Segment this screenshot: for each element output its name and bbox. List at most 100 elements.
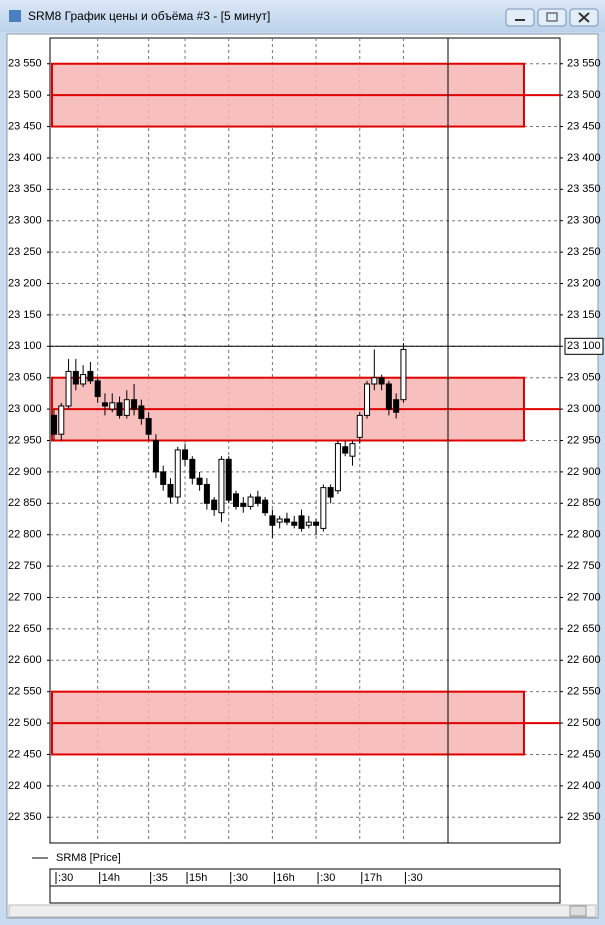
- crosshair-label: 23 100: [567, 340, 601, 352]
- x-tick-label: :30: [233, 872, 248, 884]
- maximize-button[interactable]: [537, 8, 567, 27]
- candle-body: [276, 518, 283, 523]
- x-tick-label: 14h: [102, 872, 120, 884]
- y-tick-label: 23 550: [567, 58, 601, 70]
- candle-body: [400, 348, 407, 401]
- candle-body: [327, 487, 334, 498]
- candle-body: [189, 458, 196, 479]
- candle-body: [378, 377, 385, 385]
- y-tick-label: 22 350: [567, 811, 601, 823]
- y-tick-label: 22 500: [8, 717, 42, 729]
- y-tick-label: 22 400: [567, 780, 601, 792]
- y-tick-label: 22 950: [567, 434, 601, 446]
- y-tick-label: 23 450: [567, 120, 601, 132]
- window-icon: [9, 10, 21, 22]
- y-tick-label: 23 300: [8, 215, 42, 227]
- candle-body: [247, 496, 254, 507]
- candle-body: [262, 499, 269, 514]
- x-tick-label: 16h: [276, 872, 294, 884]
- candle-body: [334, 443, 341, 492]
- candle-body: [364, 383, 371, 416]
- y-tick-label: 23 200: [8, 277, 42, 289]
- y-tick-label: 23 150: [8, 309, 42, 321]
- candle-body: [371, 377, 378, 385]
- candle-body: [342, 446, 349, 454]
- y-tick-label: 22 350: [8, 811, 42, 823]
- candle-body: [116, 402, 123, 416]
- time-axis: [49, 868, 561, 887]
- y-tick-label: 22 750: [567, 560, 601, 572]
- candle-body: [101, 402, 108, 407]
- candle-body: [240, 502, 247, 507]
- y-tick-label: 22 700: [567, 591, 601, 603]
- y-tick-label: 22 850: [567, 497, 601, 509]
- scrollbar[interactable]: [8, 904, 597, 918]
- scroll-thumb[interactable]: [569, 905, 587, 917]
- x-tick-label: :30: [407, 872, 422, 884]
- candle-body: [87, 370, 94, 382]
- y-tick-label: 22 650: [8, 623, 42, 635]
- y-tick-label: 23 500: [8, 89, 42, 101]
- candle-body: [320, 487, 327, 529]
- y-tick-label: 22 800: [8, 529, 42, 541]
- candle-body: [174, 449, 181, 498]
- crosshair-label-box: [564, 337, 604, 355]
- candle-body: [254, 496, 261, 504]
- y-tick-label: 22 800: [567, 529, 601, 541]
- candle-body: [182, 449, 189, 460]
- y-tick-label: 22 600: [8, 654, 42, 666]
- candle-body: [51, 414, 57, 435]
- candle-body: [123, 399, 130, 416]
- candle-body: [225, 458, 232, 501]
- y-tick-label: 23 000: [567, 403, 601, 415]
- y-tick-label: 22 600: [567, 654, 601, 666]
- close-icon: [578, 12, 590, 23]
- y-tick-label: 23 200: [567, 277, 601, 289]
- maximize-icon: [546, 12, 558, 22]
- y-tick-label: 22 550: [8, 686, 42, 698]
- y-tick-label: 23 150: [567, 309, 601, 321]
- candle-body: [58, 405, 65, 435]
- window-title: SRM8 График цены и объёма #3 - [5 минут]: [28, 9, 270, 23]
- candle-body: [72, 370, 79, 385]
- candle-body: [80, 374, 87, 385]
- y-tick-label: 23 050: [8, 372, 42, 384]
- minimize-button[interactable]: [505, 8, 535, 27]
- candle-body: [145, 418, 152, 435]
- candle-body: [131, 399, 138, 410]
- y-tick-label: 23 250: [8, 246, 42, 258]
- x-tick-label: :35: [153, 872, 168, 884]
- candle-body: [233, 493, 239, 507]
- candle-body: [269, 515, 276, 526]
- y-tick-label: 23 250: [567, 246, 601, 258]
- candle-body: [94, 380, 101, 398]
- candle-body: [385, 383, 392, 410]
- y-tick-label: 23 400: [567, 152, 601, 164]
- candle-body: [211, 499, 218, 511]
- y-tick-label: 22 950: [8, 434, 42, 446]
- y-tick-label: 22 450: [567, 748, 601, 760]
- y-tick-label: 23 550: [8, 58, 42, 70]
- y-tick-label: 22 550: [567, 686, 601, 698]
- y-tick-label: 23 000: [8, 403, 42, 415]
- title-bar: [0, 0, 605, 32]
- candle-body: [305, 521, 312, 526]
- candle-body: [393, 399, 400, 413]
- legend-label: SRM8 [Price]: [56, 852, 121, 864]
- y-tick-label: 23 300: [567, 215, 601, 227]
- y-tick-label: 22 900: [8, 466, 42, 478]
- x-tick-label: 15h: [189, 872, 207, 884]
- y-tick-label: 22 750: [8, 560, 42, 572]
- candle-body: [109, 402, 116, 410]
- candle-body: [138, 405, 145, 420]
- candle-body: [196, 477, 203, 485]
- candle-body: [313, 521, 320, 526]
- y-tick-label: 23 100: [8, 340, 42, 352]
- x-tick-label: :30: [320, 872, 335, 884]
- candle-body: [152, 440, 159, 473]
- candle-body: [167, 483, 174, 498]
- y-tick-label: 23 050: [567, 372, 601, 384]
- candle-body: [203, 483, 210, 504]
- y-tick-label: 22 900: [567, 466, 601, 478]
- y-tick-label: 22 450: [8, 748, 42, 760]
